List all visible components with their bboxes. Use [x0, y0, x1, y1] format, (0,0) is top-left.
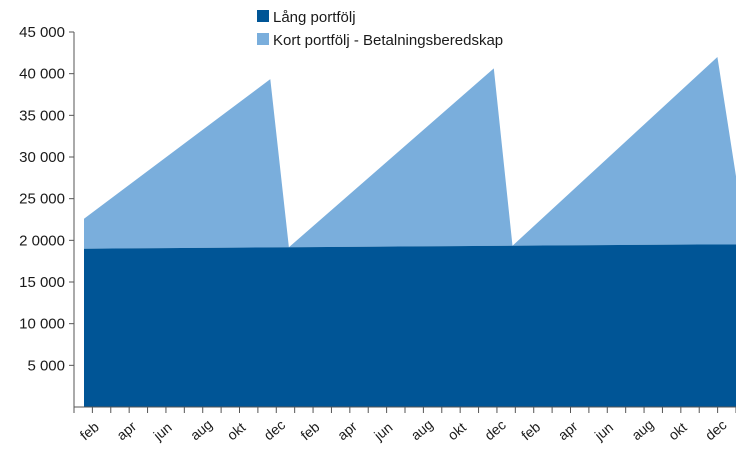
x-tick-label: aug [187, 416, 215, 443]
x-tick-label: jun [591, 419, 616, 444]
legend-label-short: Kort portfölj - Betalningsberedskap [273, 32, 503, 49]
x-tick-label: dec [481, 417, 509, 444]
y-tick-label: 35 000 [19, 107, 65, 124]
area-kort-portfolj [84, 57, 736, 249]
chart-areas [84, 57, 736, 407]
x-tick-label: okt [224, 419, 249, 443]
y-tick-label: 25 000 [19, 191, 65, 208]
x-tick-label: okt [665, 419, 690, 443]
x-tick-label: okt [444, 419, 469, 443]
x-axis: feb apr jun aug okt dec feb apr jun aug okt dec feb a… [73, 406, 736, 444]
legend-swatch-short [257, 33, 269, 45]
x-tick-label: dec [261, 417, 289, 444]
legend: Lång portfölj Kort portfölj - Betalnings… [257, 9, 503, 49]
x-tick-label: apr [334, 418, 360, 443]
x-tick-label: jun [149, 419, 174, 444]
legend-swatch-long [257, 10, 269, 22]
y-tick-label: 45 000 [19, 24, 65, 41]
x-tick-label: aug [408, 416, 436, 443]
y-tick-label: 2 0000 [19, 232, 65, 249]
area-lang-portfolj [84, 244, 736, 407]
legend-label-long: Lång portfölj [273, 9, 356, 26]
x-tick-label: apr [555, 418, 581, 443]
y-tick-label: 30 000 [19, 149, 65, 166]
x-tick-label: aug [628, 416, 656, 443]
x-tick-label: jun [370, 419, 395, 444]
x-tick-label: feb [518, 418, 543, 443]
y-tick-label: 15 000 [19, 274, 65, 291]
y-axis: 5 000 10 000 15 000 2 0000 25 000 30 000 35 00… [19, 24, 75, 407]
x-tick-label: feb [77, 418, 102, 443]
y-tick-label: 10 000 [19, 316, 65, 333]
x-tick-label: dec [702, 417, 730, 444]
x-tick-label: feb [297, 418, 322, 443]
y-tick-label: 5 000 [27, 357, 65, 374]
x-tick-label: apr [113, 418, 139, 443]
y-tick-label: 40 000 [19, 66, 65, 83]
